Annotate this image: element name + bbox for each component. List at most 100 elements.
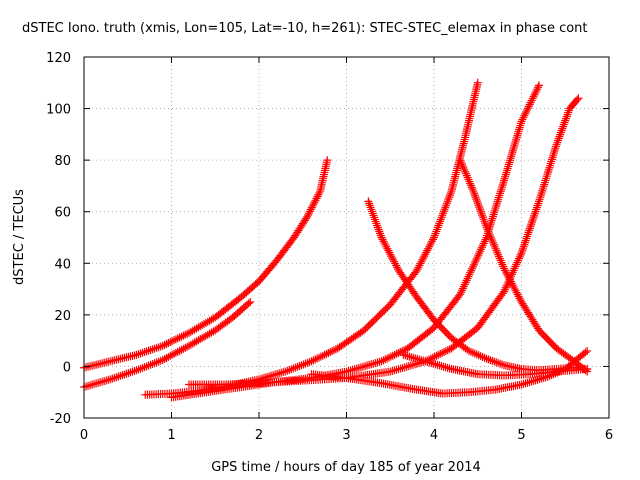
data-point-marker bbox=[491, 244, 500, 253]
data-point-marker bbox=[458, 284, 467, 293]
data-point-marker bbox=[457, 160, 466, 169]
y-axis-label: dSTEC / TECUs bbox=[12, 189, 27, 285]
data-point-marker bbox=[501, 268, 510, 277]
data-point-marker bbox=[130, 366, 139, 375]
data-point-marker bbox=[305, 207, 314, 216]
data-point-marker bbox=[316, 352, 325, 361]
data-point-marker bbox=[503, 164, 512, 173]
data-point-marker bbox=[390, 350, 399, 359]
y-tick-label: 20 bbox=[54, 309, 71, 324]
data-point-marker bbox=[392, 261, 401, 270]
data-point-marker bbox=[350, 365, 359, 374]
data-point-marker bbox=[379, 356, 388, 365]
data-point-marker bbox=[303, 212, 312, 221]
chart-title: dSTEC Iono. truth (xmis, Lon=105, Lat=-1… bbox=[22, 21, 588, 36]
data-point-marker bbox=[457, 158, 466, 167]
data-point-marker bbox=[134, 365, 143, 374]
data-point-marker bbox=[494, 195, 503, 204]
data-point-marker bbox=[164, 352, 173, 361]
data-point-marker bbox=[472, 255, 481, 264]
data-point-marker bbox=[394, 348, 403, 357]
data-point-marker bbox=[555, 132, 564, 141]
data-point-marker bbox=[540, 178, 549, 187]
data-series bbox=[80, 78, 592, 402]
data-point-marker bbox=[425, 242, 434, 251]
data-point-marker bbox=[495, 191, 504, 200]
data-point-marker bbox=[439, 209, 448, 218]
data-point-marker bbox=[543, 170, 552, 179]
data-point-marker bbox=[556, 128, 565, 137]
data-point-marker bbox=[522, 234, 531, 243]
data-point-marker bbox=[496, 256, 505, 265]
data-point-marker bbox=[383, 244, 392, 253]
data-point-marker bbox=[497, 258, 506, 267]
data-point-marker bbox=[491, 204, 500, 213]
data-point-marker bbox=[549, 149, 558, 158]
data-point-marker bbox=[369, 359, 378, 368]
data-point-marker bbox=[344, 366, 353, 375]
data-point-marker bbox=[464, 272, 473, 281]
data-point-marker bbox=[488, 356, 497, 365]
data-point-marker bbox=[462, 276, 471, 285]
data-point-marker bbox=[479, 239, 488, 248]
data-point-marker bbox=[369, 211, 378, 220]
data-point-marker bbox=[466, 179, 475, 188]
data-point-marker bbox=[116, 371, 125, 380]
data-point-marker bbox=[474, 251, 483, 260]
data-point-marker bbox=[301, 359, 310, 368]
data-point-marker bbox=[473, 78, 482, 87]
data-point-marker bbox=[415, 261, 424, 270]
data-point-marker bbox=[562, 112, 571, 121]
data-point-marker bbox=[166, 338, 175, 347]
data-point-marker bbox=[470, 191, 479, 200]
data-point-marker bbox=[512, 288, 521, 297]
data-point-marker bbox=[515, 123, 524, 132]
data-point-marker bbox=[458, 161, 467, 170]
data-point-marker bbox=[502, 281, 511, 290]
data-point-marker bbox=[173, 347, 182, 356]
data-point-marker bbox=[386, 250, 395, 259]
data-point-marker bbox=[498, 183, 507, 192]
data-point-marker bbox=[183, 329, 192, 338]
data-point-marker bbox=[385, 353, 393, 362]
data-point-marker bbox=[461, 169, 470, 178]
data-point-marker bbox=[546, 159, 555, 168]
data-point-marker bbox=[459, 282, 468, 291]
data-point-marker bbox=[515, 252, 524, 261]
data-point-marker bbox=[368, 209, 377, 218]
x-tick-label: 4 bbox=[430, 428, 438, 443]
data-point-marker bbox=[377, 357, 386, 366]
data-point-marker bbox=[465, 270, 474, 279]
data-point-marker bbox=[493, 248, 502, 257]
data-point-marker bbox=[160, 340, 169, 349]
data-point-marker bbox=[516, 119, 525, 128]
x-tick-label: 5 bbox=[517, 428, 525, 443]
data-point-marker bbox=[532, 87, 541, 96]
data-point-marker bbox=[146, 345, 155, 354]
data-point-marker bbox=[492, 358, 501, 367]
data-point-marker bbox=[507, 279, 516, 288]
data-point-marker bbox=[536, 191, 545, 200]
data-point-marker bbox=[523, 104, 532, 113]
data-point-marker bbox=[500, 266, 509, 275]
data-point-marker bbox=[486, 233, 495, 242]
data-point-marker bbox=[513, 131, 522, 140]
data-point-marker bbox=[430, 231, 439, 240]
data-point-marker bbox=[446, 189, 455, 198]
data-point-marker bbox=[463, 173, 472, 182]
data-point-marker bbox=[533, 85, 542, 94]
data-point-marker bbox=[499, 178, 508, 187]
data-point-marker bbox=[299, 360, 308, 369]
data-point-marker bbox=[408, 360, 417, 369]
data-point-marker bbox=[475, 249, 484, 258]
data-point-marker bbox=[358, 362, 367, 371]
data-point-marker bbox=[468, 348, 477, 357]
data-point-marker bbox=[373, 358, 382, 367]
data-point-marker bbox=[493, 197, 502, 206]
data-point-marker bbox=[512, 135, 521, 144]
data-point-marker bbox=[435, 219, 444, 228]
data-point-marker bbox=[496, 359, 505, 368]
data-point-marker bbox=[376, 231, 385, 240]
data-point-marker bbox=[486, 356, 495, 365]
